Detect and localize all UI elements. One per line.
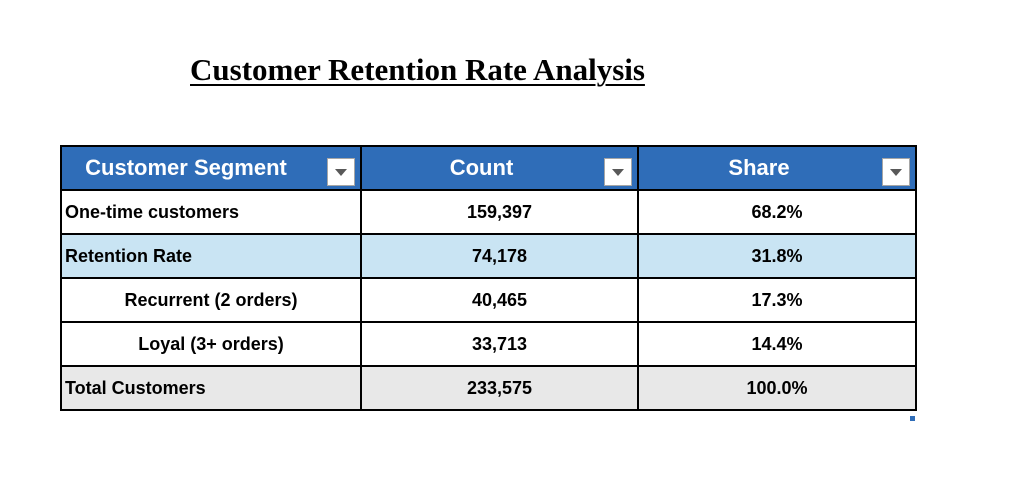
segment-cell[interactable]: One-time customers <box>60 189 362 235</box>
segment-cell[interactable]: Retention Rate <box>60 233 362 279</box>
count-cell[interactable]: 40,465 <box>360 277 639 323</box>
share-cell[interactable]: 31.8% <box>637 233 917 279</box>
table-row-total: Total Customers 233,575 100.0% <box>60 365 917 411</box>
table-row: Recurrent (2 orders) 40,465 17.3% <box>60 277 917 323</box>
segment-cell[interactable]: Total Customers <box>60 365 362 411</box>
column-header-share: Share <box>637 145 917 191</box>
filter-dropdown-button[interactable] <box>327 158 355 186</box>
table-row: Retention Rate 74,178 31.8% <box>60 233 917 279</box>
table-row: One-time customers 159,397 68.2% <box>60 189 917 235</box>
filter-dropdown-button[interactable] <box>882 158 910 186</box>
count-cell[interactable]: 33,713 <box>360 321 639 367</box>
column-header-label: Share <box>728 155 790 180</box>
count-cell[interactable]: 159,397 <box>360 189 639 235</box>
filter-dropdown-button[interactable] <box>604 158 632 186</box>
count-cell[interactable]: 74,178 <box>360 233 639 279</box>
dropdown-arrow-icon <box>335 168 347 176</box>
column-header-count: Count <box>360 145 639 191</box>
column-header-label: Count <box>449 155 514 180</box>
page-title: Customer Retention Rate Analysis <box>190 52 645 87</box>
share-cell[interactable]: 17.3% <box>637 277 917 323</box>
dropdown-arrow-icon <box>890 168 902 176</box>
table-row: Loyal (3+ orders) 33,713 14.4% <box>60 321 917 367</box>
share-cell[interactable]: 100.0% <box>637 365 917 411</box>
segment-cell[interactable]: Loyal (3+ orders) <box>60 321 362 367</box>
dropdown-arrow-icon <box>612 168 624 176</box>
column-header-label: Customer Segment <box>85 155 287 180</box>
share-cell[interactable]: 14.4% <box>637 321 917 367</box>
count-cell[interactable]: 233,575 <box>360 365 639 411</box>
column-header-customer-segment: Customer Segment <box>60 145 362 191</box>
table-header-row: Customer Segment Count Share <box>60 145 917 191</box>
segment-cell[interactable]: Recurrent (2 orders) <box>60 277 362 323</box>
retention-table: Customer Segment Count Share One-time cu <box>60 145 917 411</box>
table-resize-handle[interactable] <box>910 416 915 421</box>
share-cell[interactable]: 68.2% <box>637 189 917 235</box>
